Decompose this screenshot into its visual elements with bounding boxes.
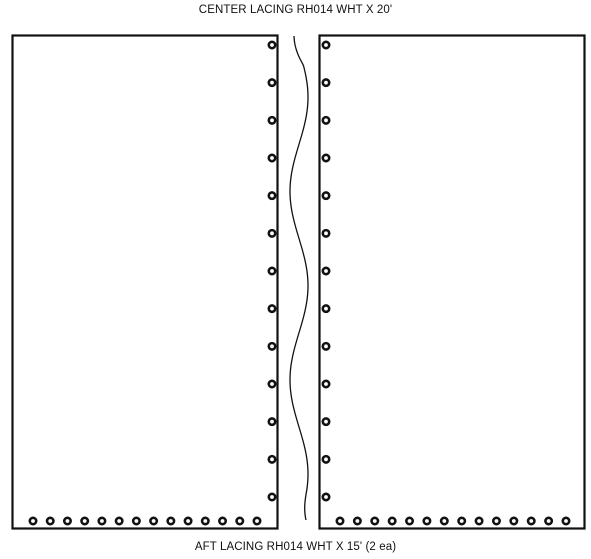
grommet — [387, 516, 397, 526]
grommet — [509, 516, 519, 526]
grommet — [321, 78, 331, 88]
aft-lacing-label: AFT LACING RH014 WHT X 15' (2 ea) — [194, 541, 397, 553]
grommet — [166, 516, 176, 526]
grommet — [544, 516, 554, 526]
grommet — [321, 379, 331, 389]
grommet — [235, 516, 245, 526]
grommet — [114, 516, 124, 526]
grommet — [321, 266, 331, 276]
right-panel — [318, 34, 586, 530]
grommet — [131, 516, 141, 526]
grommet — [267, 379, 277, 389]
left-panel — [11, 34, 279, 530]
grommet — [491, 516, 501, 526]
grommet — [405, 516, 415, 526]
grommet — [561, 516, 571, 526]
grommet — [439, 516, 449, 526]
right-panel-side-grommets — [321, 40, 331, 502]
grommet — [218, 516, 228, 526]
left-panel-outline — [11, 34, 279, 530]
grommet — [321, 417, 331, 427]
grommet — [28, 516, 38, 526]
grommet — [267, 191, 277, 201]
grommet — [267, 304, 277, 314]
grommet — [267, 341, 277, 351]
grommet — [321, 454, 331, 464]
center-lacing-label: CENTER LACING RH014 WHT X 20' — [198, 4, 393, 16]
grommet — [267, 115, 277, 125]
grommet — [457, 516, 467, 526]
grommet — [80, 516, 90, 526]
grommet — [321, 228, 331, 238]
grommet — [321, 492, 331, 502]
grommet — [267, 266, 277, 276]
grommet — [335, 516, 345, 526]
grommet — [252, 516, 262, 526]
grommet — [267, 40, 277, 50]
grommet — [45, 516, 55, 526]
grommet — [267, 78, 277, 88]
grommet — [321, 304, 331, 314]
grommet — [321, 115, 331, 125]
center-lacing-cord — [289, 35, 309, 521]
grommet — [321, 191, 331, 201]
grommet — [267, 492, 277, 502]
grommet — [200, 516, 210, 526]
grommet — [526, 516, 536, 526]
grommet — [62, 516, 72, 526]
grommet — [321, 341, 331, 351]
grommet — [321, 40, 331, 50]
grommet — [321, 153, 331, 163]
grommet — [97, 516, 107, 526]
grommet — [474, 516, 484, 526]
grommet — [183, 516, 193, 526]
grommet — [370, 516, 380, 526]
grommet — [267, 228, 277, 238]
left-panel-bottom-grommets — [28, 516, 262, 526]
grommet — [267, 454, 277, 464]
grommet — [149, 516, 159, 526]
grommet — [422, 516, 432, 526]
left-panel-side-grommets — [267, 40, 277, 502]
grommet — [267, 417, 277, 427]
grommet — [352, 516, 362, 526]
grommet — [267, 153, 277, 163]
right-panel-outline — [318, 34, 586, 530]
right-panel-bottom-grommets — [335, 516, 571, 526]
